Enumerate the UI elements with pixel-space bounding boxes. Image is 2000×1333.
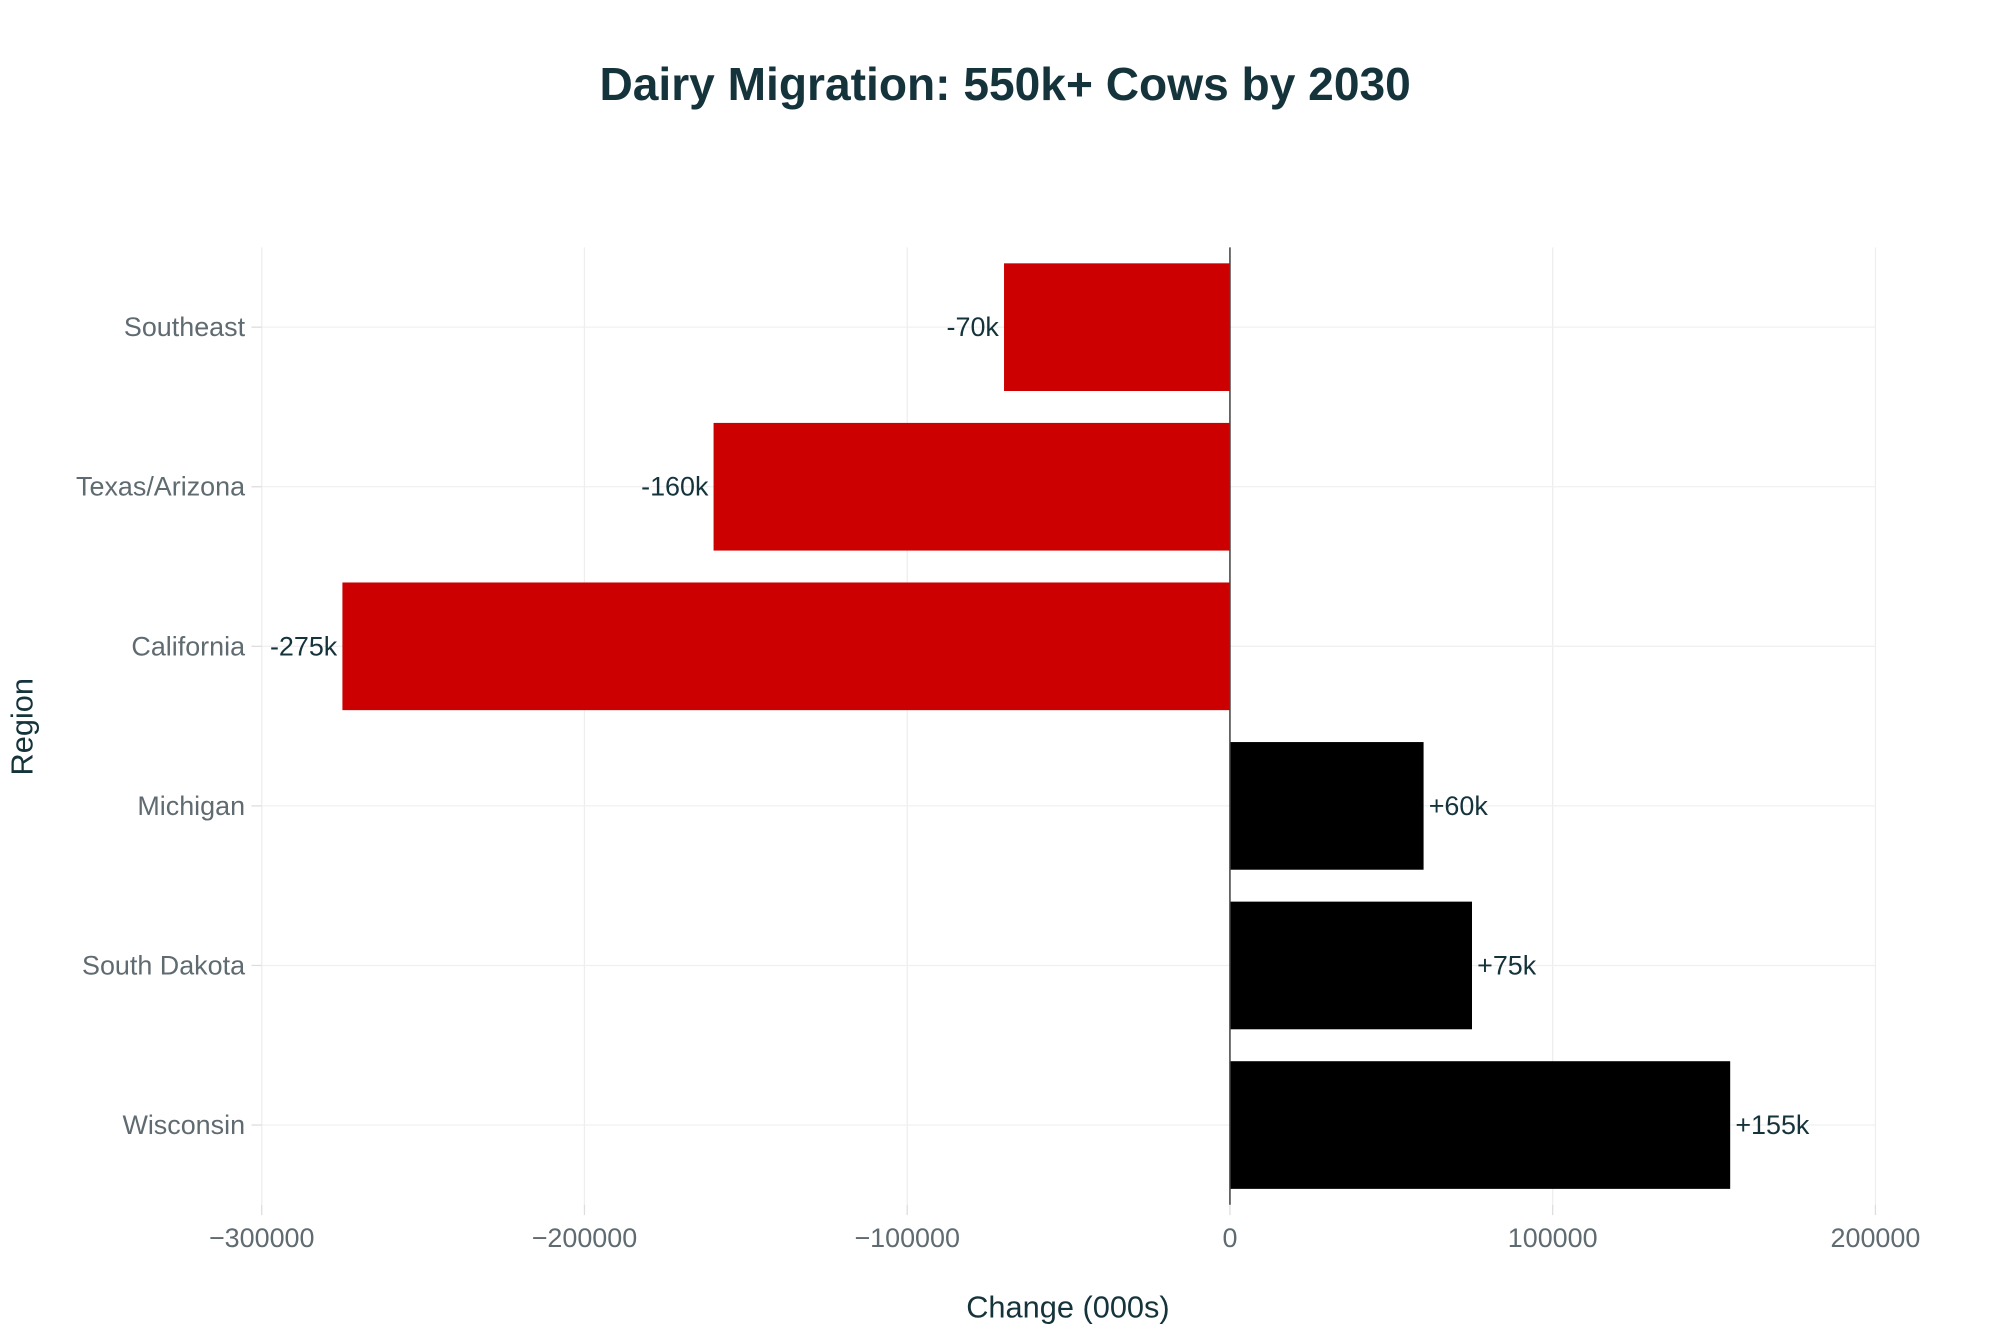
x-tick-label: −300000	[209, 1223, 315, 1253]
data-label: -70k	[947, 312, 1000, 342]
y-tick-label: Texas/Arizona	[76, 472, 245, 502]
bar	[1229, 742, 1424, 870]
data-label: +75k	[1477, 950, 1537, 980]
y-tick-label: California	[131, 631, 245, 661]
x-axis: −300000 −200000 −100000 0 100000 200000	[209, 1204, 1921, 1253]
x-tick-label: 0	[1222, 1223, 1237, 1253]
y-tick-label: Southeast	[124, 312, 246, 342]
bar	[713, 422, 1230, 551]
data-label: +60k	[1429, 791, 1489, 821]
x-tick-label: 100000	[1508, 1223, 1598, 1253]
x-axis-label: Change (000s)	[966, 1290, 1169, 1325]
y-axis-label: Region	[4, 678, 39, 775]
bar	[1004, 263, 1230, 391]
x-tick-label: −200000	[532, 1223, 638, 1253]
y-tick-label: Wisconsin	[122, 1110, 245, 1140]
y-tick-label: Michigan	[137, 791, 245, 821]
bars: -70k -160k -275k +60k +75k +155k	[270, 247, 1810, 1205]
bar	[342, 582, 1230, 711]
chart-title: Dairy Migration: 550k+ Cows by 2030	[599, 58, 1410, 110]
bar	[1229, 1061, 1731, 1189]
y-tick-label: South Dakota	[82, 950, 245, 980]
bar	[1229, 901, 1472, 1030]
data-label: -160k	[641, 472, 709, 502]
x-tick-label: −100000	[854, 1223, 959, 1253]
x-tick-label: 200000	[1831, 1223, 1921, 1253]
data-label: -275k	[270, 631, 338, 661]
y-axis: Southeast Texas/Arizona California Michigan…	[76, 312, 262, 1140]
data-label: +155k	[1735, 1110, 1810, 1140]
